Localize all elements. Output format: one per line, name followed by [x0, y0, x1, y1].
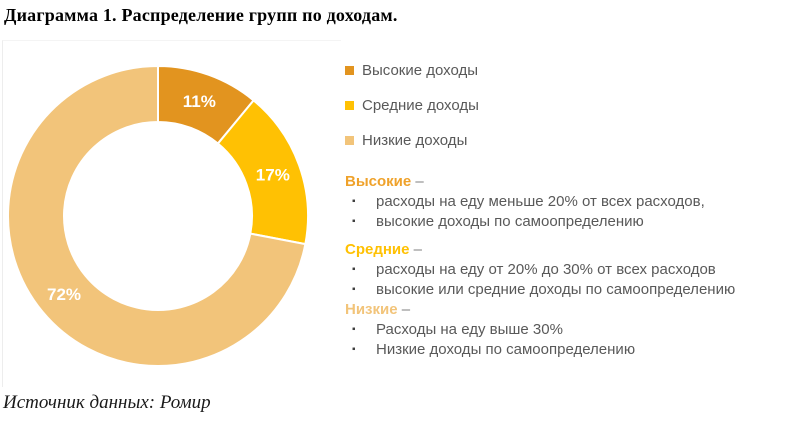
- definition-header: Низкие –: [345, 300, 807, 320]
- definition-block-low: Низкие – ▪ Расходы на еду выше 30% ▪ Низ…: [345, 300, 807, 360]
- legend-item-high: Высокие доходы: [345, 60, 807, 80]
- chart-annotations: Высокие доходы Средние доходы Низкие дох…: [345, 60, 807, 360]
- square-bullet-icon: ▪: [352, 284, 356, 295]
- definition-bullet: ▪ Расходы на еду выше 30%: [345, 320, 807, 340]
- definition-term: Высокие: [345, 173, 412, 190]
- legend-swatch-high-icon: [345, 65, 354, 75]
- chart-title: Диаграмма 1. Распределение групп по дохо…: [4, 5, 398, 25]
- chart-area: 11% 17% 72%: [2, 40, 341, 387]
- definition-block-high: Высокие – ▪ расходы на еду меньше 20% от…: [345, 172, 807, 232]
- definition-bullet: ▪ высокие или средние доходы по самоопре…: [345, 280, 807, 300]
- definition-dash: –: [401, 301, 411, 318]
- definition-dash: –: [413, 241, 422, 258]
- definition-header: Средние –: [345, 240, 807, 260]
- chart-legend: Высокие доходы Средние доходы Низкие дох…: [345, 60, 807, 150]
- legend-swatch-middle-icon: [345, 100, 354, 110]
- definition-bullet: ▪ высокие доходы по самоопределению: [345, 212, 807, 232]
- definition-term: Средние: [345, 241, 410, 258]
- legend-item-low: Низкие доходы: [345, 130, 807, 150]
- segment-label-2: 72%: [47, 285, 81, 304]
- square-bullet-icon: ▪: [352, 324, 356, 335]
- square-bullet-icon: ▪: [352, 344, 356, 355]
- legend-swatch-low-icon: [345, 135, 354, 145]
- data-source-caption: Источник данных: Ромир: [3, 392, 211, 413]
- donut-chart: 11% 17% 72%: [7, 65, 309, 367]
- definition-bullet: ▪ расходы на еду от 20% до 30% от всех р…: [345, 260, 807, 280]
- definition-bullet: ▪ расходы на еду меньше 20% от всех расх…: [345, 192, 807, 212]
- square-bullet-icon: ▪: [352, 264, 356, 275]
- legend-label: Средние доходы: [362, 96, 479, 114]
- square-bullet-icon: ▪: [352, 216, 356, 227]
- definition-dash: –: [415, 173, 424, 190]
- legend-item-middle: Средние доходы: [345, 95, 807, 115]
- square-bullet-icon: ▪: [352, 196, 356, 207]
- segment-label-1: 17%: [256, 166, 290, 185]
- definition-block-middle: Средние – ▪ расходы на еду от 20% до 30%…: [345, 240, 807, 300]
- definition-bullet: ▪ Низкие доходы по самоопределению: [345, 340, 807, 360]
- legend-label: Высокие доходы: [362, 61, 479, 79]
- chart-segment-2: [7, 65, 307, 367]
- definition-term: Низкие: [345, 301, 398, 318]
- segment-label-0: 11%: [183, 92, 216, 111]
- legend-label: Низкие доходы: [362, 131, 468, 149]
- definition-header: Высокие –: [345, 172, 807, 192]
